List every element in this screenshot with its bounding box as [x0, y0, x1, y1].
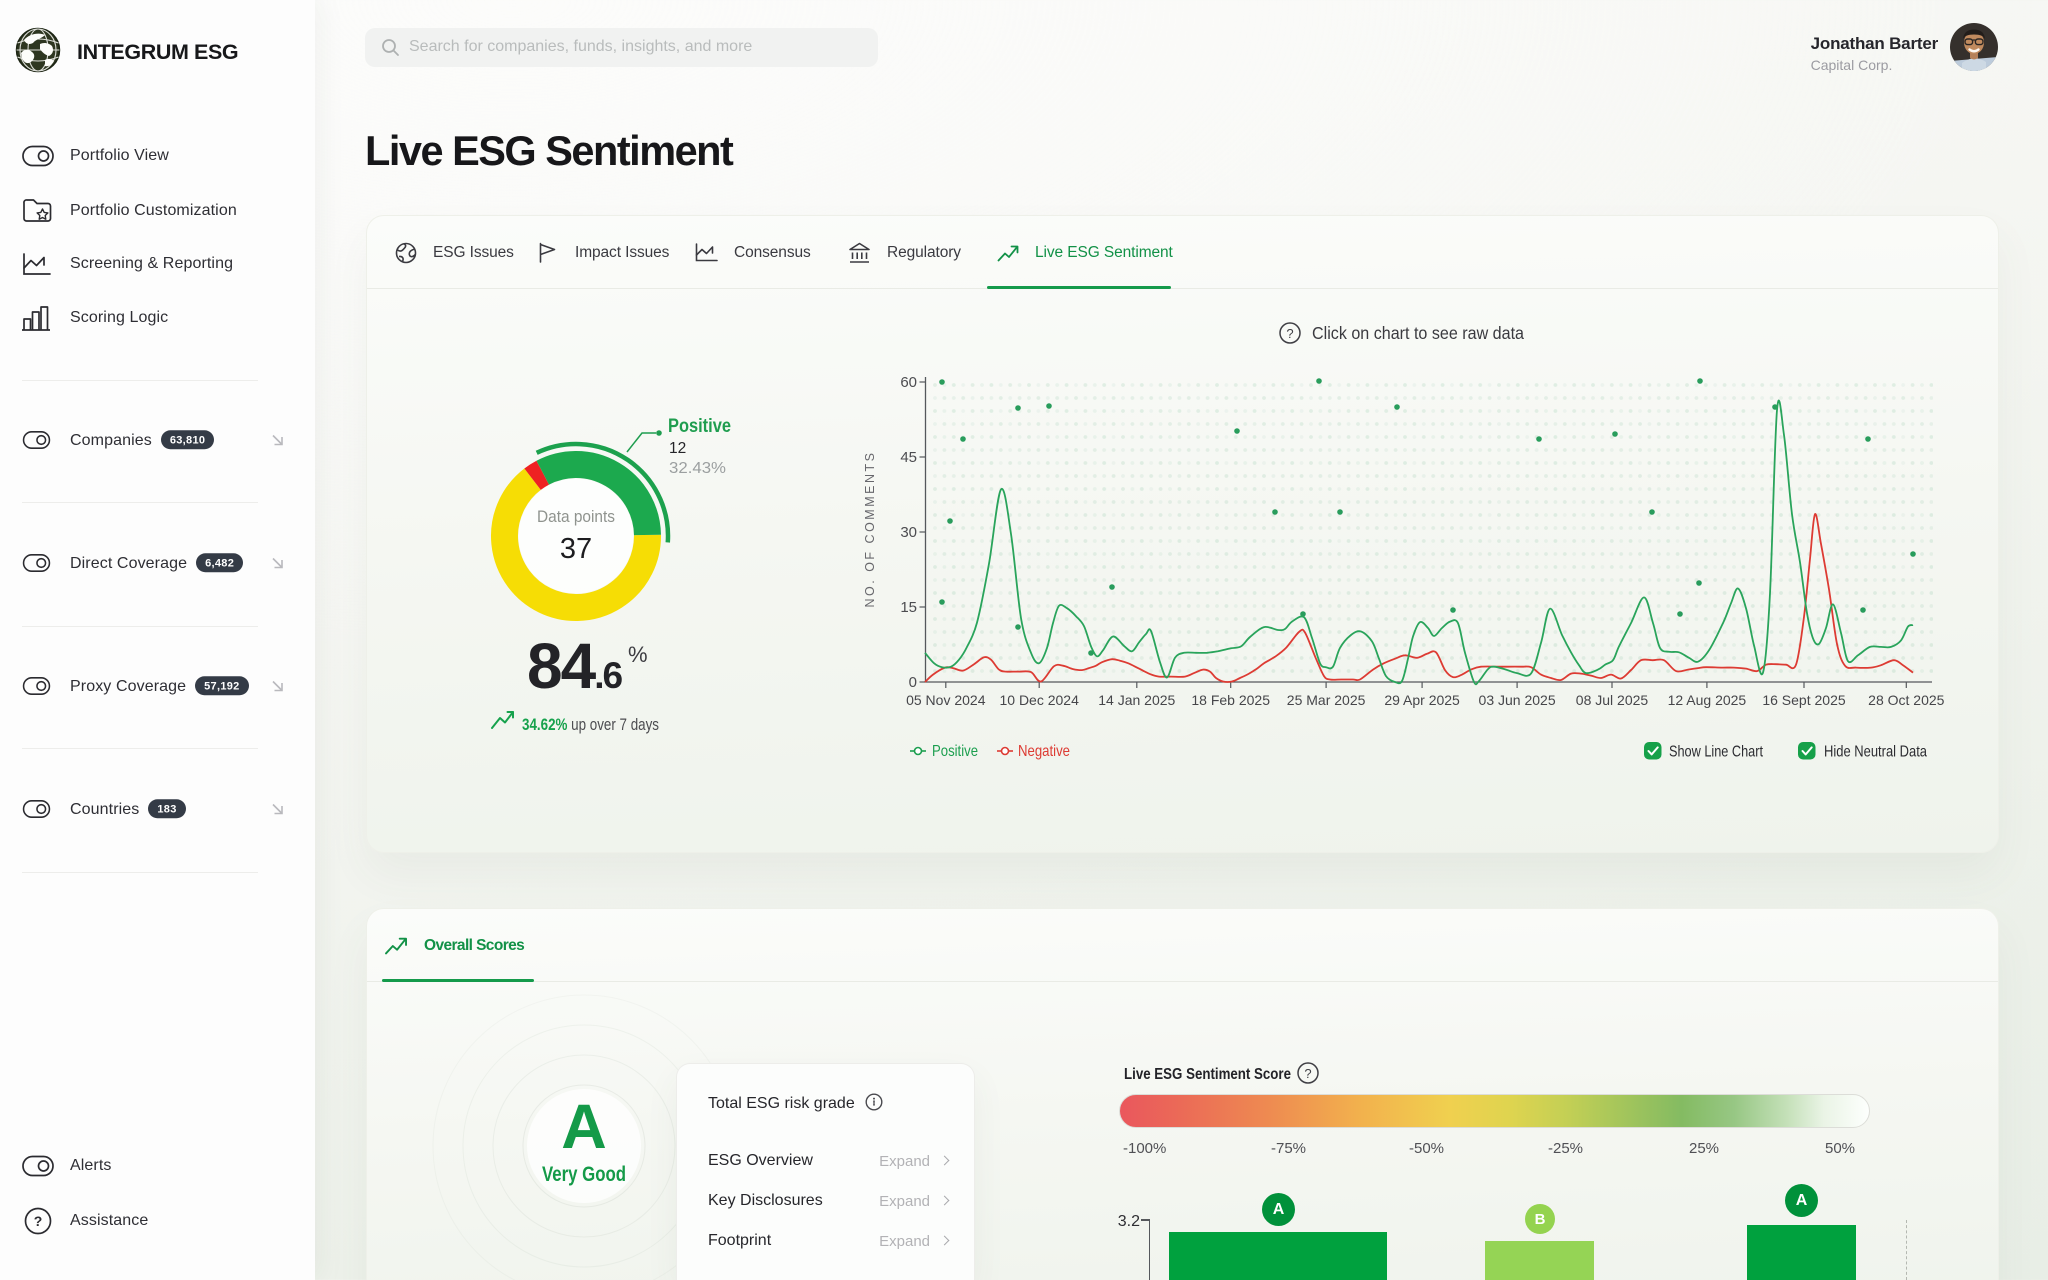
svg-text:Data points: Data points	[537, 508, 615, 526]
svg-text:84.6%: 84.6%	[527, 630, 647, 702]
svg-text:03 Jun 2025: 03 Jun 2025	[1479, 692, 1556, 708]
svg-text:Negative: Negative	[1018, 743, 1070, 760]
svg-text:30: 30	[900, 524, 917, 541]
svg-text:Very Good: Very Good	[542, 1163, 626, 1186]
svg-text:25 Mar 2025: 25 Mar 2025	[1287, 692, 1366, 708]
svg-text:A: A	[561, 1092, 607, 1162]
svg-text:?: ?	[1286, 326, 1293, 341]
svg-text:Positive: Positive	[668, 416, 731, 437]
svg-text:28 Oct 2025: 28 Oct 2025	[1868, 692, 1944, 708]
svg-text:Positive: Positive	[932, 743, 978, 760]
svg-text:?: ?	[34, 1213, 43, 1229]
svg-text:16 Sept 2025: 16 Sept 2025	[1762, 692, 1846, 708]
svg-text:08 Jul 2025: 08 Jul 2025	[1576, 692, 1649, 708]
svg-text:15: 15	[900, 599, 917, 616]
svg-text:32.43%: 32.43%	[669, 460, 726, 477]
svg-text:?: ?	[1304, 1066, 1311, 1081]
svg-text:Click on chart to see raw data: Click on chart to see raw data	[1312, 323, 1524, 343]
svg-text:45: 45	[900, 449, 917, 466]
svg-text:Hide Neutral Data: Hide Neutral Data	[1824, 744, 1927, 761]
svg-text:10 Dec 2024: 10 Dec 2024	[999, 692, 1079, 708]
svg-text:12: 12	[669, 440, 686, 457]
svg-text:37: 37	[560, 533, 592, 565]
svg-text:12 Aug 2025: 12 Aug 2025	[1668, 692, 1747, 708]
svg-text:34.62% up over 7 days: 34.62% up over 7 days	[522, 715, 659, 734]
svg-text:Show Line Chart: Show Line Chart	[1669, 744, 1763, 761]
svg-text:60: 60	[900, 374, 917, 391]
svg-text:14 Jan 2025: 14 Jan 2025	[1098, 692, 1175, 708]
svg-text:Live ESG Sentiment Score: Live ESG Sentiment Score	[1124, 1066, 1291, 1083]
svg-text:29 Apr 2025: 29 Apr 2025	[1384, 692, 1460, 708]
svg-text:NO. OF COMMENTS: NO. OF COMMENTS	[863, 451, 877, 608]
svg-text:18 Feb 2025: 18 Feb 2025	[1191, 692, 1270, 708]
svg-text:0: 0	[909, 674, 917, 691]
svg-text:05 Nov 2024: 05 Nov 2024	[906, 692, 986, 708]
